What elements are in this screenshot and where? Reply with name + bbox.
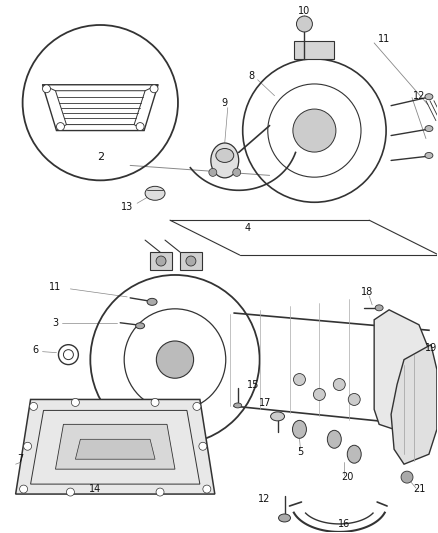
FancyBboxPatch shape — [294, 41, 334, 59]
Ellipse shape — [425, 94, 433, 100]
Circle shape — [186, 256, 196, 266]
Text: 11: 11 — [49, 282, 62, 292]
Circle shape — [20, 485, 28, 493]
Text: 13: 13 — [121, 202, 133, 212]
Circle shape — [156, 341, 194, 378]
Text: 7: 7 — [18, 454, 24, 464]
Text: 12: 12 — [258, 494, 271, 504]
Circle shape — [64, 350, 74, 360]
Text: 4: 4 — [244, 223, 251, 233]
Ellipse shape — [211, 143, 239, 178]
Circle shape — [30, 402, 38, 410]
Circle shape — [203, 485, 211, 493]
Ellipse shape — [327, 430, 341, 448]
Ellipse shape — [234, 403, 242, 408]
Circle shape — [71, 399, 79, 407]
Ellipse shape — [375, 305, 383, 311]
Text: 11: 11 — [378, 34, 390, 44]
Text: 17: 17 — [259, 399, 272, 408]
Circle shape — [293, 374, 305, 385]
Polygon shape — [391, 345, 437, 464]
Circle shape — [156, 256, 166, 266]
Text: 12: 12 — [413, 91, 425, 101]
Text: 20: 20 — [341, 472, 353, 482]
Circle shape — [209, 168, 217, 176]
Text: 9: 9 — [222, 98, 228, 108]
Ellipse shape — [425, 152, 433, 158]
Polygon shape — [75, 439, 155, 459]
Ellipse shape — [145, 187, 165, 200]
Text: 2: 2 — [97, 152, 104, 163]
Circle shape — [193, 402, 201, 410]
Circle shape — [297, 16, 312, 32]
Circle shape — [233, 168, 241, 176]
Circle shape — [401, 471, 413, 483]
Circle shape — [150, 85, 158, 93]
Circle shape — [136, 123, 144, 131]
Ellipse shape — [147, 298, 157, 305]
Circle shape — [156, 488, 164, 496]
Text: 8: 8 — [249, 71, 255, 81]
Polygon shape — [374, 310, 429, 429]
Ellipse shape — [216, 149, 234, 163]
Circle shape — [314, 389, 325, 400]
Ellipse shape — [425, 126, 433, 132]
Text: 15: 15 — [247, 379, 259, 390]
Circle shape — [42, 85, 50, 93]
Ellipse shape — [271, 412, 285, 421]
Circle shape — [57, 123, 64, 131]
Circle shape — [199, 442, 207, 450]
Text: 6: 6 — [32, 345, 39, 354]
Text: 18: 18 — [361, 287, 373, 297]
Polygon shape — [16, 399, 215, 494]
Text: 14: 14 — [89, 484, 102, 494]
Polygon shape — [56, 424, 175, 469]
Text: 16: 16 — [338, 519, 350, 529]
Ellipse shape — [136, 323, 145, 329]
Circle shape — [67, 488, 74, 496]
Ellipse shape — [293, 421, 307, 438]
Circle shape — [348, 393, 360, 406]
Circle shape — [333, 378, 345, 391]
Text: 3: 3 — [53, 318, 59, 328]
Circle shape — [151, 399, 159, 407]
FancyBboxPatch shape — [180, 252, 202, 270]
FancyBboxPatch shape — [150, 252, 172, 270]
Ellipse shape — [347, 445, 361, 463]
Circle shape — [24, 442, 32, 450]
Text: 5: 5 — [297, 447, 304, 457]
Text: 21: 21 — [413, 484, 425, 494]
Circle shape — [293, 109, 336, 152]
Ellipse shape — [279, 514, 290, 522]
Text: 19: 19 — [425, 343, 437, 353]
Text: 10: 10 — [298, 6, 311, 16]
